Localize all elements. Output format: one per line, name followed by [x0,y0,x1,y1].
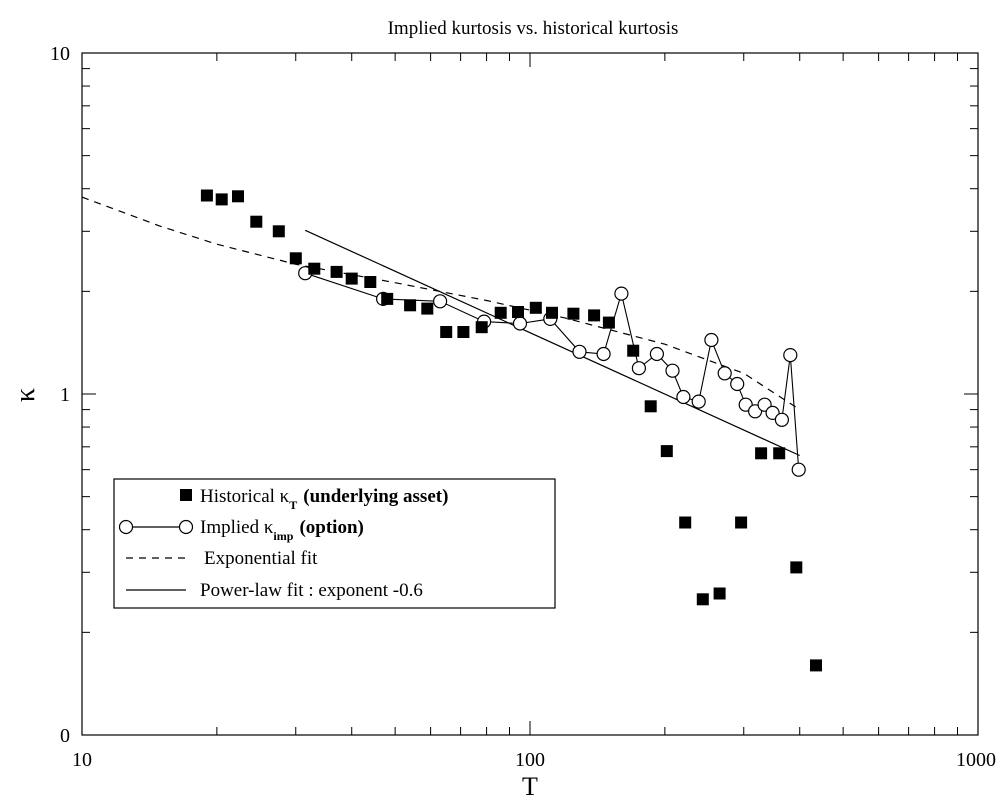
axis-ticks [81,52,979,736]
historical-point-11 [404,299,417,312]
y-tick-label-1: 1 [60,384,70,406]
implied-point-16 [730,376,745,392]
historical-point-4 [272,225,285,238]
historical-point-14 [457,326,470,338]
historical-point-33 [810,659,822,672]
historical-point-0 [200,189,213,202]
implied-point-2 [433,294,448,309]
x-axis-label: T [522,772,538,801]
legend-marker-implied-right [178,519,194,535]
implied-point-8 [614,286,629,301]
historical-point-20 [567,307,580,320]
legend-marker-historical [180,489,192,501]
historical-point-21 [588,309,601,322]
historical-point-30 [755,447,768,460]
historical-point-26 [679,516,692,529]
historical-point-15 [475,321,488,334]
historical-point-10 [381,292,394,305]
historical-point-19 [546,306,558,319]
historical-point-22 [602,316,615,329]
y-axis-label: κ [10,388,41,402]
implied-point-21 [774,412,790,427]
historical-point-7 [330,265,343,278]
x-tick-label-100: 100 [515,749,545,771]
implied-point-14 [704,332,719,348]
legend-sub-historical: T [289,498,297,512]
legend: Historical κT (underlying asset) Implied … [113,478,556,609]
implied-point-22 [783,348,798,363]
historical-point-17 [512,306,524,318]
historical-point-2 [232,190,244,203]
implied-point-4 [512,316,528,331]
historical-point-16 [494,306,507,319]
chart-title: Implied kurtosis vs. historical kurtosis [388,18,679,39]
x-tick-label-1000: 1000 [956,749,996,771]
plot-frame [81,52,979,736]
legend-entry-exponential: Exponential fit [204,548,318,569]
implied-point-13 [691,394,706,409]
implied-point-9 [631,361,647,376]
historical-point-5 [289,252,302,265]
legend-entry-implied: Implied κimp (option) [200,517,364,543]
historical-point-3 [250,215,263,228]
historical-point-28 [713,587,726,600]
historical-point-13 [440,326,453,338]
historical-point-32 [790,561,803,574]
implied-point-10 [649,346,665,362]
power-law-fit-line [304,229,800,457]
historical-point-25 [660,445,673,458]
historical-point-27 [696,593,709,606]
implied-point-11 [665,363,680,378]
x-tick-label-10: 10 [72,749,92,771]
y-tick-label-0: 0 [60,725,70,747]
implied-point-23 [791,462,806,477]
legend-marker-implied-left [118,519,134,535]
implied-point-6 [572,344,587,359]
historical-point-1 [215,193,228,206]
legend-entry-historical: Historical κT (underlying asset) [200,486,448,512]
historical-point-31 [773,447,786,460]
series-layer [81,189,822,672]
historical-point-8 [345,272,358,285]
historical-point-23 [627,344,640,357]
legend-sub-implied: imp [273,529,293,543]
historical-point-12 [421,302,434,315]
historical-point-9 [364,276,377,288]
implied-point-12 [676,389,691,405]
historical-point-24 [644,400,657,413]
historical-point-29 [735,516,748,529]
y-tick-label-10: 10 [50,43,70,65]
implied-point-7 [596,346,611,362]
historical-point-18 [529,301,542,314]
implied-point-15 [717,366,732,381]
historical-point-6 [308,262,321,275]
legend-entry-power-law: Power-law fit : exponent -0.6 [200,580,423,601]
